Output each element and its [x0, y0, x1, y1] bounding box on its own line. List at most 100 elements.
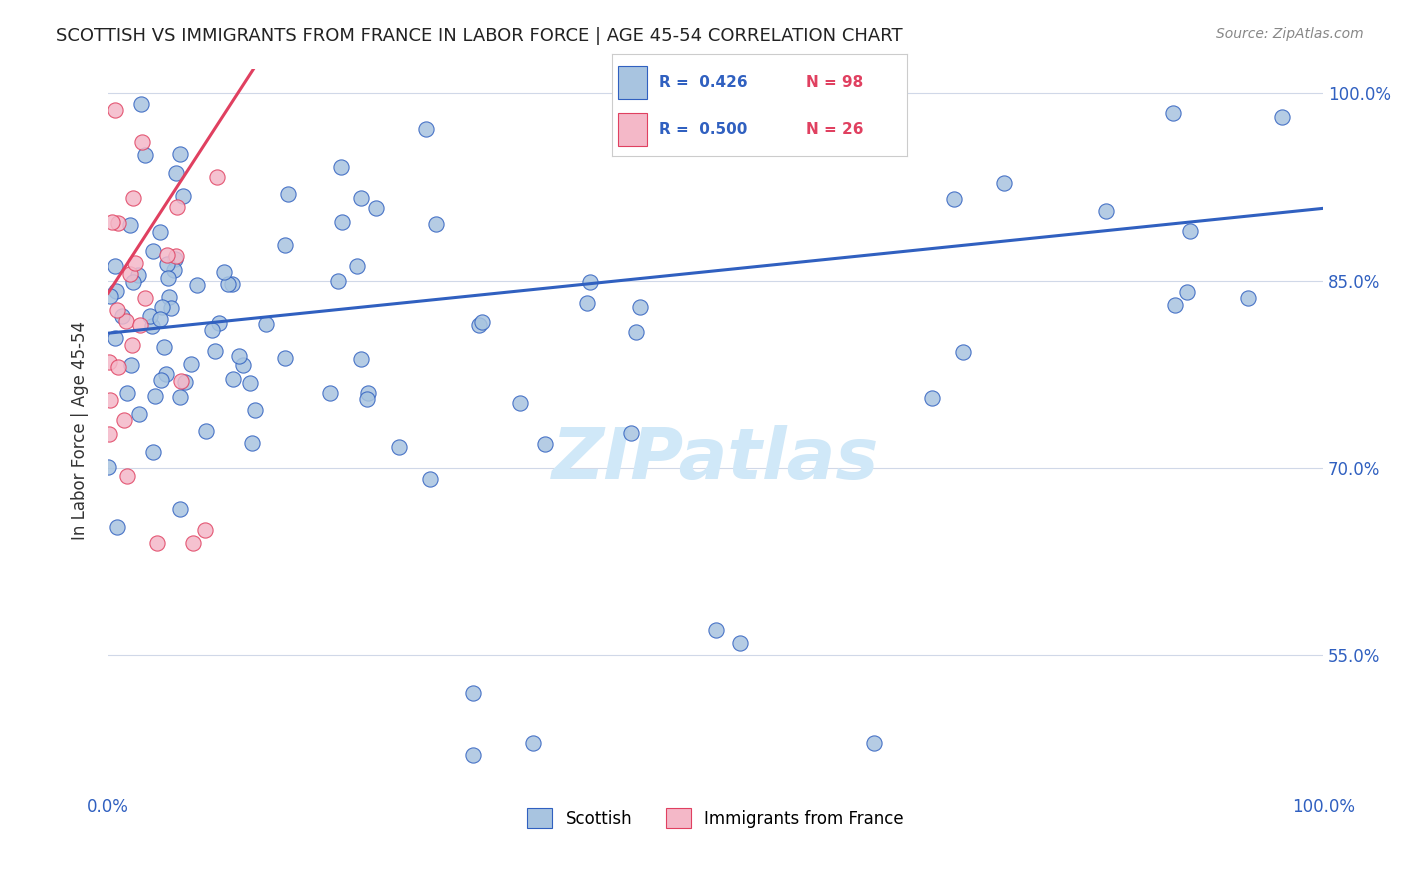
FancyBboxPatch shape	[617, 113, 647, 145]
Text: ZIPatlas: ZIPatlas	[553, 425, 879, 494]
Text: Source: ZipAtlas.com: Source: ZipAtlas.com	[1216, 27, 1364, 41]
Text: N = 98: N = 98	[807, 75, 863, 90]
Point	[204, 343, 226, 358]
Point	[624, 325, 647, 339]
Point	[134, 291, 156, 305]
Point	[274, 351, 297, 365]
Point	[328, 274, 350, 288]
Point	[100, 288, 122, 302]
Point	[232, 358, 254, 372]
Point	[142, 444, 165, 458]
Point	[217, 277, 239, 291]
Point	[522, 736, 544, 750]
Point	[181, 536, 204, 550]
Point	[139, 309, 162, 323]
Point	[149, 312, 172, 326]
Point	[628, 300, 651, 314]
Point	[174, 375, 197, 389]
FancyBboxPatch shape	[617, 66, 647, 99]
Point	[415, 122, 437, 136]
Point	[117, 385, 139, 400]
Text: SCOTTISH VS IMMIGRANTS FROM FRANCE IN LABOR FORCE | AGE 45-54 CORRELATION CHART: SCOTTISH VS IMMIGRANTS FROM FRANCE IN LA…	[56, 27, 903, 45]
Point	[277, 187, 299, 202]
Point	[952, 345, 974, 359]
Point	[1161, 105, 1184, 120]
Point	[1175, 285, 1198, 299]
Text: R =  0.426: R = 0.426	[659, 75, 748, 90]
Point	[318, 385, 340, 400]
Point	[346, 260, 368, 274]
Point	[120, 219, 142, 233]
Point	[194, 424, 217, 438]
Point	[212, 265, 235, 279]
Point	[145, 536, 167, 550]
Point	[468, 318, 491, 332]
Legend: Scottish, Immigrants from France: Scottish, Immigrants from France	[520, 801, 910, 835]
Point	[169, 390, 191, 404]
Point	[350, 351, 373, 366]
Point	[205, 170, 228, 185]
Point	[155, 368, 177, 382]
Point	[107, 215, 129, 229]
Point	[121, 191, 143, 205]
Point	[180, 357, 202, 371]
Point	[155, 256, 177, 270]
Point	[162, 263, 184, 277]
Point	[104, 259, 127, 273]
Point	[201, 323, 224, 337]
Point	[153, 340, 176, 354]
Point	[127, 268, 149, 283]
Point	[114, 314, 136, 328]
Point	[165, 249, 187, 263]
Point	[254, 318, 277, 332]
Point	[165, 166, 187, 180]
Point	[274, 238, 297, 252]
Point	[129, 97, 152, 112]
Point	[131, 135, 153, 149]
Point	[149, 225, 172, 239]
Point	[105, 303, 128, 318]
Point	[1236, 291, 1258, 305]
Point	[364, 201, 387, 215]
Point	[122, 275, 145, 289]
Text: N = 26: N = 26	[807, 122, 863, 137]
Point	[128, 318, 150, 332]
Y-axis label: In Labor Force | Age 45-54: In Labor Force | Age 45-54	[72, 321, 89, 540]
Point	[128, 408, 150, 422]
Point	[243, 403, 266, 417]
Point	[142, 244, 165, 258]
Point	[157, 290, 180, 304]
Point	[141, 319, 163, 334]
Point	[704, 624, 727, 638]
Point	[143, 389, 166, 403]
Point	[97, 355, 120, 369]
Point	[754, 73, 776, 87]
Point	[150, 300, 173, 314]
Point	[921, 391, 943, 405]
Point	[330, 215, 353, 229]
Point	[534, 436, 557, 450]
Point	[350, 191, 373, 205]
Point	[1095, 204, 1118, 219]
Point	[240, 435, 263, 450]
Point	[124, 256, 146, 270]
Point	[228, 349, 250, 363]
Point	[1164, 298, 1187, 312]
Point	[388, 441, 411, 455]
Point	[150, 373, 173, 387]
Point	[943, 192, 966, 206]
Point	[356, 392, 378, 407]
Point	[186, 277, 208, 292]
Point	[728, 636, 751, 650]
Point	[620, 425, 643, 440]
Text: R =  0.500: R = 0.500	[659, 122, 747, 137]
Point	[166, 200, 188, 214]
Point	[993, 176, 1015, 190]
Point	[169, 501, 191, 516]
Point	[156, 271, 179, 285]
Point	[461, 686, 484, 700]
Point	[461, 748, 484, 763]
Point	[104, 103, 127, 117]
Point	[134, 148, 156, 162]
Point	[579, 275, 602, 289]
